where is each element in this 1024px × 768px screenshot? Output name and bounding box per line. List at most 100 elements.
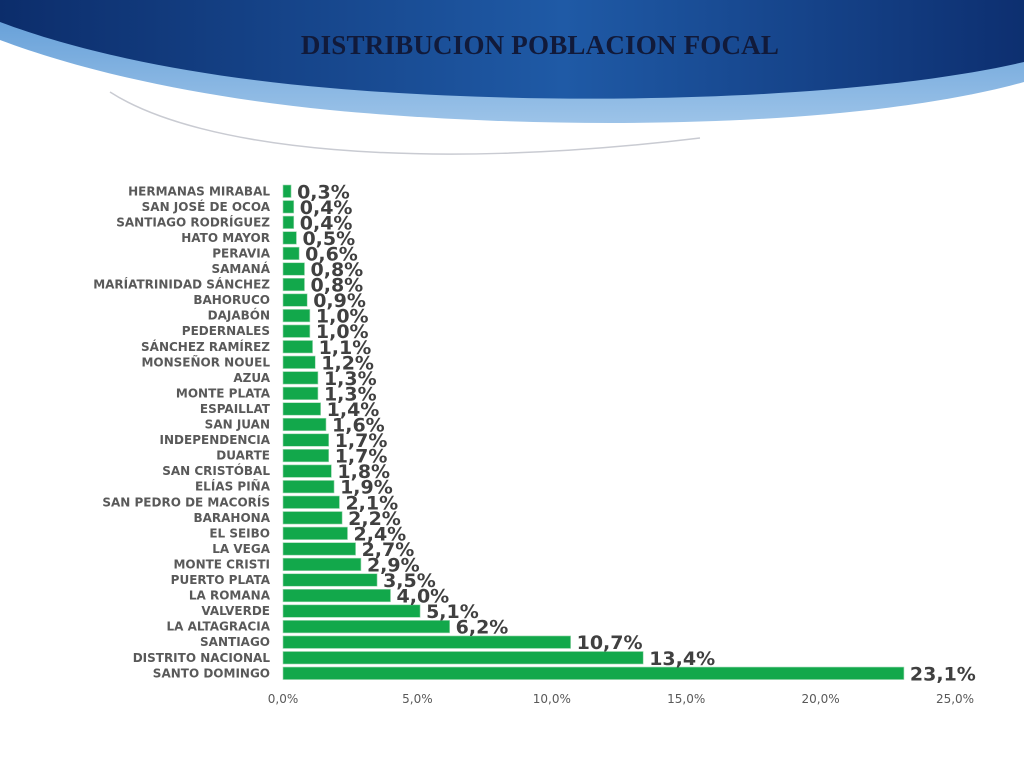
bar [282,666,905,680]
category-label: PUERTO PLATA [171,573,271,587]
category-label: MONSEÑOR NOUEL [141,354,270,369]
x-tick-label: 5,0% [402,692,433,706]
x-tick-label: 15,0% [667,692,705,706]
bar [282,324,311,338]
x-tick-label: 10,0% [533,692,571,706]
category-label: DAJABÓN [208,308,270,323]
bar [282,200,295,214]
data-label: 2,4% [354,523,407,545]
data-label: 10,7% [577,632,643,654]
data-label: 0,3% [297,181,350,203]
category-label: DISTRITO NACIONAL [133,651,271,665]
category-label: PERAVIA [212,246,270,260]
bar [282,386,319,400]
x-tick-label: 0,0% [268,692,299,706]
bar [282,309,311,323]
bar [282,277,305,292]
data-label: 2,9% [367,554,420,576]
chart-title: DISTRIBUCION POBLACION FOCAL [300,30,780,60]
bar [282,293,308,307]
category-label: SANTIAGO RODRÍGUEZ [116,214,270,229]
bar [282,526,348,540]
category-label: LA ROMANA [189,589,271,603]
category-label: SANTO DOMINGO [153,666,270,680]
data-label: 6,2% [456,617,509,639]
header-banner [0,0,1024,155]
data-label: 4,0% [397,586,450,608]
data-label: 0,8% [311,275,364,297]
bar [282,340,313,354]
data-label: 23,1% [910,663,976,685]
bar [282,262,305,276]
bar [282,464,332,478]
bar [282,542,356,556]
category-label: PEDERNALES [182,324,270,338]
data-label: 1,3% [324,368,377,390]
category-label: INDEPENDENCIA [160,433,271,447]
bar [282,449,329,463]
category-label: ELÍAS PIÑA [195,479,271,494]
category-label: SAN JUAN [205,418,270,432]
data-label: 1,7% [335,430,388,452]
category-label: SANTIAGO [200,635,270,649]
data-label: 1,0% [316,321,369,343]
data-label: 0,5% [302,228,355,250]
category-label: MARÍATRINIDAD SÁNCHEZ [93,277,270,292]
data-label: 1,3% [324,383,377,405]
category-label: SÁNCHEZ RAMÍREZ [141,339,270,354]
bar [282,433,329,447]
category-label: BARAHONA [193,511,270,525]
data-labels: 0,3%0,4%0,4%0,5%0,6%0,8%0,8%0,9%1,0%1,0%… [297,181,976,685]
category-label: MONTE CRISTI [173,557,270,571]
bar [282,511,343,525]
data-label: 1,9% [340,477,393,499]
category-label: DUARTE [216,449,270,463]
header-swoosh-dark [0,0,1024,99]
bar [282,557,362,572]
category-label: EL SEIBO [209,526,270,540]
category-label: HATO MAYOR [181,231,270,245]
bar [282,620,450,634]
data-label: 2,2% [348,508,401,530]
category-label: HERMANAS MIRABAL [128,184,270,198]
data-label: 1,4% [327,399,380,421]
bar [282,231,297,245]
data-label: 1,1% [319,337,372,359]
data-label: 1,6% [332,415,385,437]
data-label: 3,5% [383,570,436,592]
category-label: LA ALTAGRACIA [166,620,270,634]
data-label: 5,1% [426,601,479,623]
category-label: SAN PEDRO DE MACORÍS [102,494,270,509]
category-label: VALVERDE [201,604,270,618]
bar [282,215,295,229]
x-tick-label: 20,0% [802,692,840,706]
data-label: 1,0% [316,306,369,328]
bar [282,480,335,494]
bar [282,417,327,432]
data-label: 13,4% [649,648,715,670]
bar [282,604,421,618]
bar [282,635,571,649]
data-label: 1,7% [335,446,388,468]
data-label: 0,4% [300,212,353,234]
bar [282,573,378,587]
category-label: LA VEGA [212,542,270,556]
bar [282,371,319,385]
bars [282,184,905,680]
data-label: 2,1% [345,492,398,514]
data-label: 2,7% [362,539,415,561]
data-label: 0,8% [311,259,364,281]
bar [282,402,321,416]
category-label: AZUA [233,371,270,385]
category-label: MONTE PLATA [176,386,271,400]
category-label: SAMANÁ [212,261,271,276]
x-tick-label: 25,0% [936,692,974,706]
bar [282,184,292,198]
data-label: 0,9% [313,290,366,312]
bar [282,246,300,260]
x-axis-ticks: 0,0% 5,0% 10,0% 15,0% 20,0% 25,0% [268,692,974,706]
bar [282,355,316,369]
data-label: 0,4% [300,197,353,219]
